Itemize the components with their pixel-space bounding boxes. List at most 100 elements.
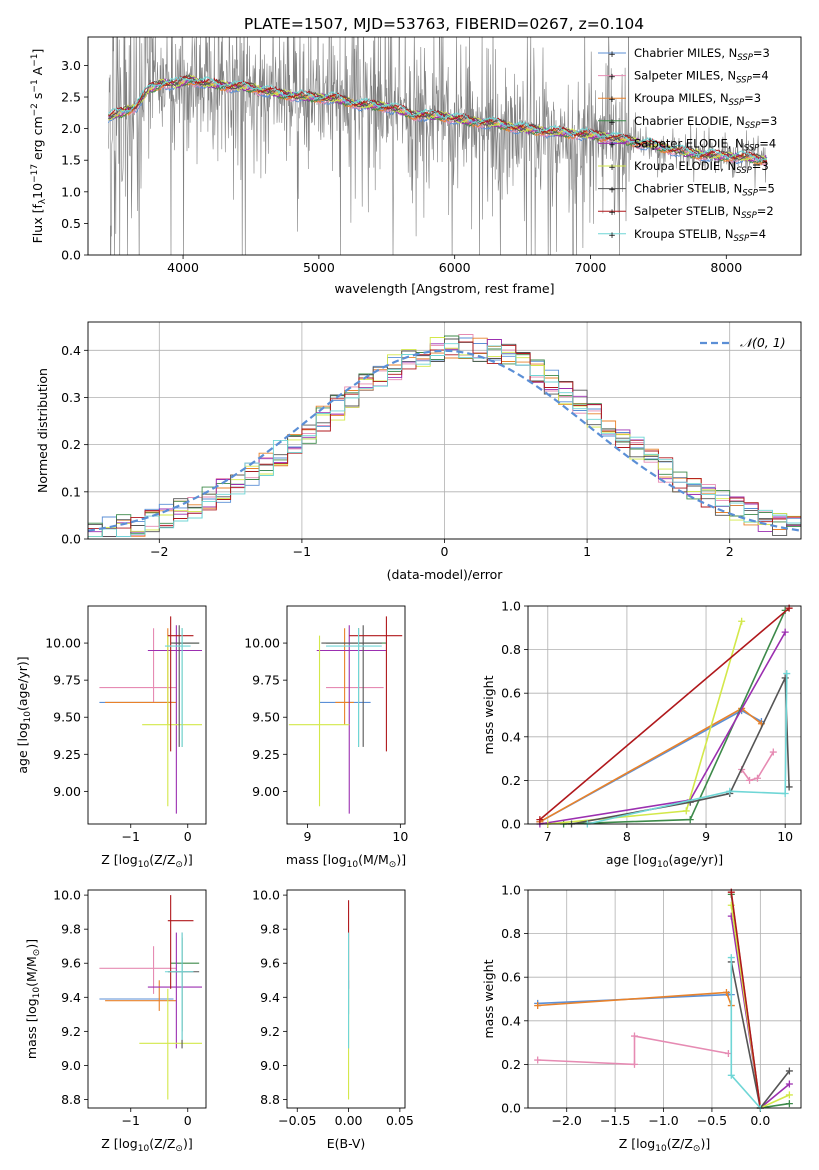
x-tick-label: 10 — [392, 829, 408, 844]
legend-label: Chabrier ELODIE, NSSP=3 — [634, 114, 777, 131]
y-axis-label: mass weight — [481, 959, 496, 1038]
model-line-salpeter-stelib — [108, 75, 768, 164]
legend-label: Kroupa MILES, NSSP=3 — [634, 91, 761, 108]
y-tick-label: 0.2 — [61, 437, 81, 452]
y-axis-label: age [log10(age/yr)] — [15, 656, 33, 773]
weight-line-salpeter-stelib — [539, 607, 790, 821]
weight-line-kroupa-stelib — [587, 673, 788, 825]
y-tick-label: 0.0 — [501, 817, 521, 832]
x-tick-label: −0.5 — [697, 1113, 727, 1128]
figure-title: PLATE=1507, MJD=53763, FIBERID=0267, z=0… — [244, 15, 644, 33]
weight-point — [785, 783, 793, 791]
x-tick-label: −2.0 — [552, 1113, 582, 1128]
legend-marker: + — [608, 73, 616, 83]
weight-point — [726, 787, 734, 795]
axes-age-vs-mass: 9 10 9.00 9.25 9.50 9.75 10.00 — [244, 616, 408, 844]
weight-point — [727, 1071, 735, 1079]
y-tick-label: 0.2 — [501, 773, 521, 788]
y-tick-label: 0.3 — [61, 390, 81, 405]
x-axis-label: wavelength [Angstrom, rest frame] — [334, 281, 554, 296]
y-axis-label: mass [log10(M/M⊙)] — [24, 939, 42, 1059]
y-axis-label: Flux [fλ10−17 erg cm−2 s−1 A−1] — [30, 49, 48, 244]
weight-point — [753, 774, 761, 782]
weight-point — [534, 1002, 542, 1010]
x-tick-label: −1 — [293, 544, 311, 559]
x-axis-label: mass [log10(M/M⊙)] — [286, 852, 406, 870]
y-tick-label: 1.0 — [501, 599, 521, 614]
weight-point — [785, 1100, 793, 1108]
y-tick-label: 9.00 — [53, 784, 81, 799]
weight-line-salpeter-elodie — [539, 631, 786, 825]
x-tick-label: 5000 — [303, 260, 335, 275]
axes-mass-vs-Z: −1 0 8.8 9.0 9.2 9.4 9.6 9.8 10.0 — [53, 888, 203, 1128]
x-tick-label: −2 — [150, 544, 168, 559]
x-tick-label: 0.05 — [386, 1113, 414, 1128]
x-tick-label: 9 — [702, 829, 710, 844]
legend-gaussian-label: 𝒩(0, 1) — [740, 335, 786, 350]
y-tick-label: 9.0 — [260, 1058, 280, 1073]
mass-vs-Z-frame — [87, 889, 207, 1109]
y-tick-label: 9.75 — [53, 673, 81, 688]
y-tick-label: 10.0 — [252, 888, 280, 903]
weight-vs-age-frame — [527, 605, 802, 825]
x-tick-label: 4000 — [167, 260, 199, 275]
y-tick-label: 9.6 — [260, 956, 280, 971]
legend-marker: + — [608, 186, 616, 196]
x-tick-label: 0.00 — [335, 1113, 363, 1128]
axes-spectrum: 4000 5000 6000 7000 8000 0.0 0.5 1.0 1.5 2.0 2.5 3.… — [61, 37, 768, 275]
y-tick-label: 0.4 — [501, 729, 521, 744]
weight-point — [536, 816, 544, 824]
residuals-frame — [87, 321, 802, 540]
x-axis-label: Z [log10(Z/Z⊙)] — [101, 1136, 192, 1154]
mass-vs-EBV-frame — [286, 889, 406, 1109]
spectrum-frame — [87, 36, 802, 256]
y-tick-label: 0.2 — [501, 1057, 521, 1072]
weight-point — [781, 789, 789, 797]
weight-point — [785, 1067, 793, 1075]
legend: + Chabrier MILES, NSSP=3 + Salpeter MILES, … — [598, 46, 777, 244]
weight-point — [769, 748, 777, 756]
x-axis-label: age [log10(age/yr)] — [606, 852, 723, 870]
y-tick-label: 1.0 — [501, 883, 521, 898]
axes-residuals: −2 −1 0 1 2 0.0 0.1 0.2 0.3 0.4 — [61, 322, 802, 559]
legend-label: Chabrier STELIB, NSSP=5 — [634, 182, 775, 199]
weight-point — [682, 807, 690, 815]
weight-point — [785, 1091, 793, 1099]
y-tick-label: 9.4 — [61, 990, 81, 1005]
model-line-kroupa-stelib — [108, 76, 768, 162]
x-axis-label: Z [log10(Z/Z⊙)] — [101, 852, 192, 870]
legend-marker: + — [608, 231, 616, 241]
legend-marker: + — [608, 50, 616, 60]
legend-marker: + — [608, 95, 616, 105]
legend-label: Salpeter ELODIE, NSSP=4 — [634, 136, 776, 153]
y-axis-label: mass weight — [481, 675, 496, 754]
y-tick-label: 0.6 — [501, 970, 521, 985]
y-tick-label: 0.4 — [61, 343, 81, 358]
y-tick-label: 9.6 — [61, 956, 81, 971]
y-tick-label: 0.4 — [501, 1013, 521, 1028]
weight-line-salpeter-miles — [741, 751, 774, 782]
legend-label: Salpeter MILES, NSSP=4 — [634, 69, 769, 86]
weight-point — [781, 628, 789, 636]
y-tick-label: 8.8 — [260, 1092, 280, 1107]
x-tick-label: 10 — [777, 829, 793, 844]
y-tick-label: 2.0 — [61, 121, 81, 136]
axes-weight-vs-age: 7 8 9 10 0.0 0.2 0.4 0.6 0.8 1.0 — [501, 599, 801, 844]
y-tick-label: 3.0 — [61, 58, 81, 73]
y-tick-label: 9.8 — [260, 922, 280, 937]
y-tick-label: 0.6 — [501, 686, 521, 701]
x-tick-label: 0 — [441, 544, 449, 559]
y-tick-label: 10.00 — [45, 636, 81, 651]
legend-label: Chabrier MILES, NSSP=3 — [634, 46, 770, 63]
weight-point — [783, 670, 791, 678]
weight-point — [746, 776, 754, 784]
x-tick-label: 0 — [184, 1113, 192, 1128]
y-tick-label: 9.2 — [61, 1024, 81, 1039]
y-tick-label: 9.8 — [61, 922, 81, 937]
histogram-kroupa-stelib — [88, 343, 801, 538]
legend-label: Kroupa STELIB, NSSP=4 — [634, 227, 766, 244]
y-tick-label: 2.5 — [61, 90, 81, 105]
legend-marker: + — [608, 140, 616, 150]
y-tick-label: 10.0 — [53, 888, 81, 903]
x-axis-label: Z [log10(Z/Z⊙)] — [619, 1136, 710, 1154]
